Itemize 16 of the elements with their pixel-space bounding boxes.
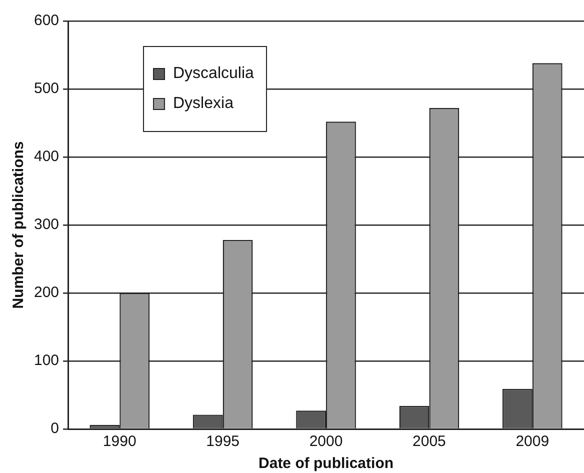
- x-tick-label: 2000: [309, 433, 343, 450]
- x-tick-label: 1995: [206, 433, 240, 450]
- y-tick-label: 300: [34, 216, 60, 234]
- y-tick-label: 100: [34, 352, 60, 370]
- x-tick-label: 2009: [516, 433, 550, 450]
- y-tick-label: 200: [34, 284, 60, 302]
- y-axis-title: Number of publications: [10, 141, 28, 309]
- y-tick-label: 400: [34, 148, 60, 166]
- y-tick-label: 0: [50, 420, 60, 438]
- y-tick-label: 500: [34, 80, 60, 98]
- legend-label: Dyscalculia: [173, 64, 254, 84]
- x-tick-label: 1990: [102, 433, 136, 450]
- y-tick-label: 600: [34, 12, 60, 30]
- x-tick-label: 2005: [412, 433, 446, 450]
- x-axis-title: Date of publication: [258, 455, 394, 472]
- legend-label: Dyslexia: [173, 94, 234, 114]
